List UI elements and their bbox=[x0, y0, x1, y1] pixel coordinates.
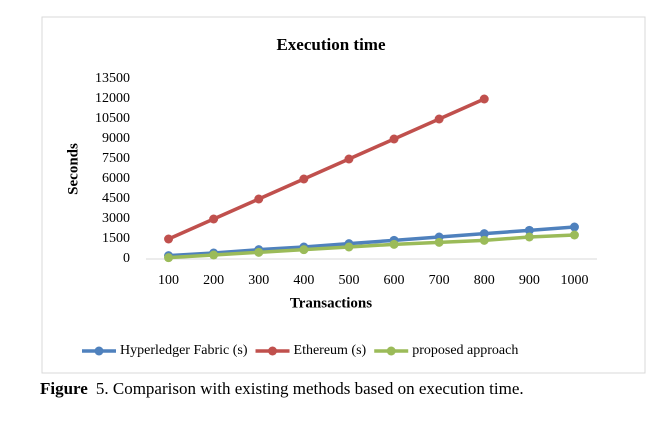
x-tick-label: 100 bbox=[158, 273, 179, 288]
data-point bbox=[389, 239, 399, 249]
caption-label: Figure bbox=[40, 379, 88, 398]
y-tick-label: 7500 bbox=[102, 151, 130, 166]
x-tick-label: 800 bbox=[474, 273, 495, 288]
data-point bbox=[524, 225, 534, 235]
y-tick-label: 6000 bbox=[102, 171, 130, 186]
x-tick-label: 200 bbox=[203, 273, 224, 288]
data-point bbox=[209, 250, 219, 260]
y-tick-label: 0 bbox=[123, 251, 130, 266]
caption-text: 5. Comparison with existing methods base… bbox=[96, 379, 524, 398]
data-point bbox=[299, 245, 309, 255]
y-tick-label: 4500 bbox=[102, 191, 130, 206]
data-point bbox=[164, 253, 174, 263]
data-point bbox=[479, 235, 489, 245]
data-point bbox=[389, 134, 399, 144]
series-line bbox=[168, 233, 575, 260]
data-point bbox=[209, 214, 219, 224]
data-point bbox=[434, 114, 444, 124]
legend-marker bbox=[386, 346, 396, 356]
data-point bbox=[569, 230, 579, 240]
legend-marker bbox=[268, 346, 278, 356]
x-axis-title: Transactions bbox=[290, 295, 372, 311]
y-axis-title: Seconds bbox=[65, 143, 81, 195]
y-tick-label: 3000 bbox=[102, 211, 130, 226]
y-tick-label: 9000 bbox=[102, 131, 130, 146]
data-point bbox=[344, 242, 354, 252]
legend-label: proposed approach bbox=[412, 343, 518, 358]
chart-frame bbox=[41, 16, 646, 374]
data-point bbox=[569, 222, 579, 232]
data-point bbox=[344, 154, 354, 164]
x-tick-label: 300 bbox=[248, 273, 269, 288]
chart-title: Execution time bbox=[276, 35, 386, 54]
y-tick-label: 1500 bbox=[102, 231, 130, 246]
y-tick-label: 13500 bbox=[95, 71, 130, 86]
caption: Figure 5. Comparison with existing method… bbox=[40, 379, 524, 398]
y-tick-label: 12000 bbox=[95, 91, 130, 106]
x-tick-label: 600 bbox=[384, 273, 405, 288]
data-point bbox=[254, 194, 264, 204]
legend-label: Hyperledger Fabric (s) bbox=[120, 343, 248, 358]
data-point bbox=[479, 94, 489, 104]
data-point bbox=[479, 229, 489, 239]
x-tick-label: 700 bbox=[429, 273, 450, 288]
data-point bbox=[299, 174, 309, 184]
x-tick-label: 400 bbox=[293, 273, 314, 288]
data-point bbox=[434, 237, 444, 247]
legend-label: Ethereum (s) bbox=[294, 343, 367, 358]
series-line bbox=[167, 97, 485, 241]
y-tick-label: 10500 bbox=[95, 111, 130, 126]
legend-marker bbox=[94, 346, 104, 356]
x-tick-label: 500 bbox=[338, 273, 359, 288]
series-line bbox=[168, 225, 575, 258]
x-tick-label: 900 bbox=[519, 273, 540, 288]
data-point bbox=[164, 234, 174, 244]
x-tick-label: 1000 bbox=[560, 273, 588, 288]
data-point bbox=[524, 232, 534, 242]
data-point bbox=[254, 247, 264, 257]
